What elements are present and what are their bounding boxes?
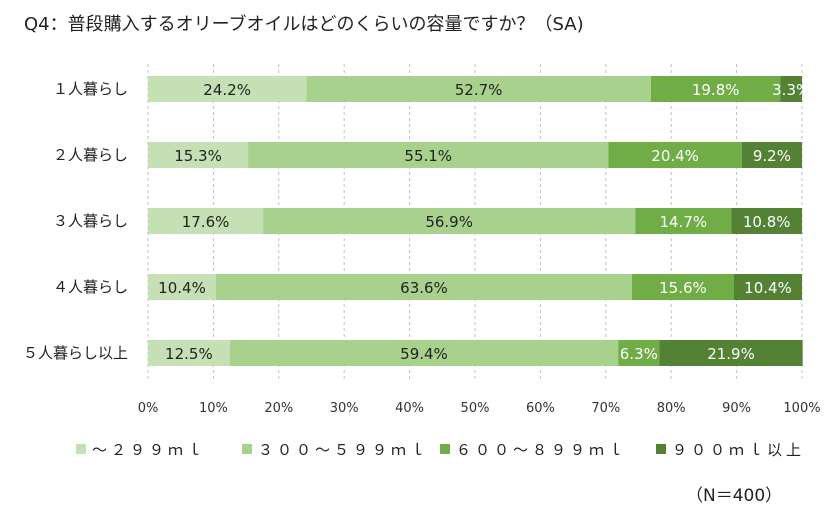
chart-title: Q4：普段購入するオリーブオイルはどのくらいの容量ですか？（SA) [24, 13, 584, 35]
data-label: 24.2% [203, 81, 251, 99]
bar-segment [263, 208, 636, 234]
category-label: ２人暮らし [53, 146, 128, 164]
x-tick-label: 10% [199, 401, 228, 416]
data-label: 17.6% [182, 213, 230, 231]
bar-segment [306, 76, 651, 102]
bar-segment [148, 76, 307, 102]
x-tick-label: 70% [591, 401, 620, 416]
category-labels: １人暮らし ２人暮らし ３人暮らし ４人暮らし ５人暮らし以上 [23, 80, 128, 362]
data-label: 9.2% [753, 147, 791, 165]
data-label: 19.8% [692, 81, 740, 99]
category-label: ３人暮らし [53, 212, 128, 230]
bar-segment [618, 340, 660, 366]
bar-segment [631, 274, 734, 300]
x-tick-label: 40% [395, 401, 424, 416]
legend-label: ９００ｍｌ以上 [672, 441, 805, 459]
legend-label: ３００～５９９ｍｌ [258, 441, 429, 459]
data-label: 3.3% [772, 81, 810, 99]
data-label: 15.6% [659, 279, 707, 297]
data-label: 6.3% [620, 345, 658, 363]
bar-segment [148, 340, 230, 366]
data-label: 10.4% [744, 279, 792, 297]
x-axis-ticks: 0% 10% 20% 30% 40% 50% 60% 70% 80% 90% 100% [138, 401, 821, 416]
legend-label: ６００～８９９ｍｌ [456, 441, 627, 459]
bar-segment [659, 340, 803, 366]
bar-segment [148, 274, 217, 300]
legend-label: ～２９９ｍｌ [92, 441, 206, 459]
bar-segment [731, 208, 802, 234]
category-label: １人暮らし [53, 80, 128, 98]
x-tick-label: 60% [526, 401, 555, 416]
x-tick-label: 50% [461, 401, 490, 416]
legend-swatch [440, 444, 450, 454]
x-tick-label: 30% [330, 401, 359, 416]
bar-segment [741, 142, 802, 168]
bar-segment [780, 76, 802, 102]
x-tick-label: 80% [657, 401, 686, 416]
x-tick-label: 90% [722, 401, 751, 416]
bars: 24.2% 52.7% 19.8% 3.3% 15.3% 55.1% 20.4% 9.2% 17… [148, 76, 810, 366]
data-label: 56.9% [425, 213, 473, 231]
data-label: 14.7% [659, 213, 707, 231]
bar-segment [148, 208, 264, 234]
data-label: 20.4% [651, 147, 699, 165]
data-label: 10.8% [743, 213, 791, 231]
bar-segment [733, 274, 802, 300]
data-label: 52.7% [455, 81, 503, 99]
x-tick-label: 0% [138, 401, 159, 416]
x-tick-label: 20% [264, 401, 293, 416]
bar-segment [650, 76, 781, 102]
bar-segment [608, 142, 742, 168]
bar-segment [148, 142, 249, 168]
sample-size-note: （N＝400） [686, 486, 782, 506]
data-label: 21.9% [707, 345, 755, 363]
legend-swatch [242, 444, 252, 454]
x-tick-label: 100% [783, 401, 820, 416]
legend-swatch [656, 444, 666, 454]
data-label: 59.4% [400, 345, 448, 363]
legend: ～２９９ｍｌ ３００～５９９ｍｌ ６００～８９９ｍｌ ９００ｍｌ以上 [76, 441, 805, 459]
data-label: 63.6% [400, 279, 448, 297]
data-label: 10.4% [158, 279, 206, 297]
legend-swatch [76, 444, 86, 454]
category-label: ４人暮らし [53, 278, 128, 296]
category-label: ５人暮らし以上 [23, 344, 128, 362]
data-label: 55.1% [404, 147, 452, 165]
bar-segment [635, 208, 732, 234]
bar-segment [248, 142, 609, 168]
bar-segment [216, 274, 632, 300]
data-label: 12.5% [165, 345, 213, 363]
bar-segment [229, 340, 619, 366]
data-label: 15.3% [174, 147, 222, 165]
